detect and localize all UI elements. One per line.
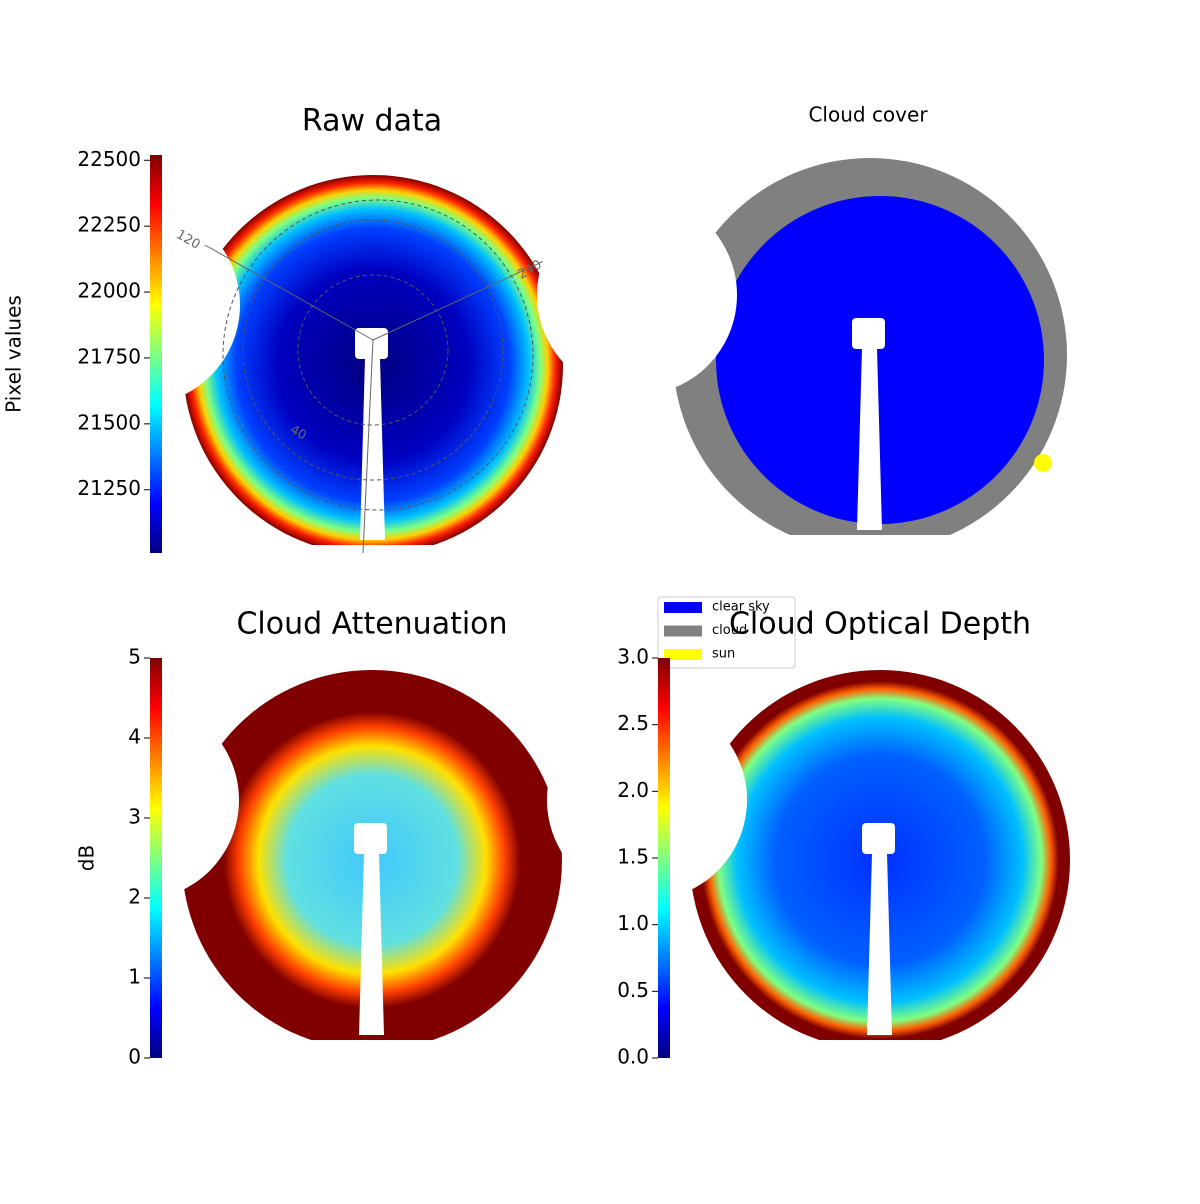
colorbar-tick-label: 2.5 bbox=[617, 711, 649, 735]
colorbar-tick-label: 4 bbox=[128, 725, 141, 749]
legend-swatch bbox=[664, 625, 702, 637]
panel bbox=[40, 175, 573, 575]
colorbar-tick-label: 2 bbox=[128, 885, 141, 909]
sun-marker bbox=[1034, 454, 1052, 472]
colorbar-tick-label: 22000 bbox=[77, 279, 141, 303]
mast bbox=[867, 853, 892, 1035]
polar-grid bbox=[242, 219, 504, 481]
colorbar-tick-label: 21500 bbox=[77, 410, 141, 434]
colorbar-tick-label: 0.0 bbox=[617, 1045, 649, 1069]
polar-axis bbox=[204, 244, 374, 341]
legend-label: sun bbox=[712, 647, 735, 662]
mask bbox=[547, 700, 747, 900]
polar-axis bbox=[362, 339, 374, 554]
panel bbox=[39, 670, 572, 1070]
mask bbox=[680, 1040, 1080, 1070]
colorbar-label: Pixel values bbox=[2, 295, 26, 413]
colorbar-tick-label: 0.5 bbox=[617, 978, 649, 1002]
colorbar bbox=[150, 658, 162, 1058]
legend-swatch bbox=[664, 602, 702, 613]
mask bbox=[173, 545, 573, 575]
mask bbox=[537, 195, 737, 395]
colorbar-tick-label: 21750 bbox=[77, 344, 141, 368]
clear-region bbox=[716, 196, 1044, 524]
mast-top bbox=[355, 328, 388, 359]
polar-axis bbox=[372, 247, 573, 341]
colorbar-label: dB bbox=[75, 845, 99, 871]
colorbar-tick-label: 21250 bbox=[77, 476, 141, 500]
mast-top bbox=[862, 823, 895, 854]
mask bbox=[172, 1040, 572, 1070]
polar-grid bbox=[297, 274, 449, 426]
panel-title: Raw data bbox=[302, 104, 442, 139]
mask bbox=[40, 205, 240, 405]
mast-top bbox=[852, 318, 885, 349]
colorbar-tick-label: 2.0 bbox=[617, 778, 649, 802]
colorbar-tick-label: 3 bbox=[128, 805, 141, 829]
panel-title: Cloud cover bbox=[808, 103, 928, 127]
panel bbox=[547, 670, 1080, 1070]
colorbar-tick-label: 5 bbox=[128, 645, 141, 669]
mast bbox=[359, 853, 384, 1035]
legend-label: cloud bbox=[712, 623, 747, 638]
colorbar-tick-label: 22500 bbox=[77, 147, 141, 171]
polar-grid bbox=[222, 199, 534, 511]
polar-label: 40 bbox=[287, 422, 309, 443]
colorbar-tick-label: 3.0 bbox=[617, 645, 649, 669]
colorbar bbox=[658, 658, 670, 1058]
mask bbox=[39, 700, 239, 900]
colorbar-tick-label: 1.5 bbox=[617, 845, 649, 869]
legend-swatch bbox=[664, 649, 702, 660]
colorbar-tick-label: 1 bbox=[128, 965, 141, 989]
colorbar bbox=[150, 155, 162, 553]
legend-label: clear sky bbox=[712, 600, 770, 615]
mast bbox=[360, 358, 385, 540]
panel bbox=[537, 158, 1070, 565]
colorbar-tick-label: 0 bbox=[128, 1045, 141, 1069]
colorbar-tick-label: 1.0 bbox=[617, 911, 649, 935]
colorbar-tick-label: 22250 bbox=[77, 213, 141, 237]
panel-title: Cloud Optical Depth bbox=[729, 607, 1031, 642]
mask bbox=[670, 535, 1070, 565]
mast-top bbox=[354, 823, 387, 854]
panel-title: Cloud Attenuation bbox=[236, 607, 507, 642]
mast bbox=[857, 348, 882, 530]
